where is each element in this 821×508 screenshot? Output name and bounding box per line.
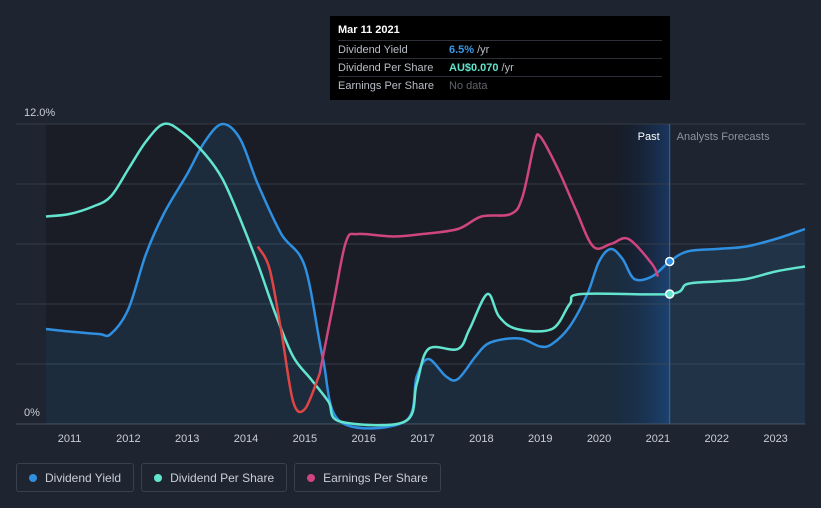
tooltip-date: Mar 11 2021 bbox=[338, 24, 400, 36]
grid bbox=[16, 123, 805, 425]
x-axis-ticks: 2011 2012 2013 2014 2015 2016 2017 2018 2019 2020… bbox=[58, 433, 788, 445]
tooltip-row-dividend-yield: Dividend Yield 6.5% /yr bbox=[338, 40, 662, 58]
legend-label: Dividend Yield bbox=[45, 470, 122, 485]
tooltip-unit: /yr bbox=[501, 61, 514, 74]
analysts-forecasts-label: Analysts Forecasts bbox=[677, 131, 770, 143]
past-highlight-band bbox=[610, 124, 670, 424]
tooltip-value: No data bbox=[449, 79, 488, 92]
x-tick-label: 2021 bbox=[646, 433, 670, 445]
tooltip: Mar 11 2021 Dividend Yield 6.5% /yr Divi… bbox=[330, 16, 670, 100]
tooltip-label: Earnings Per Share bbox=[338, 79, 434, 92]
legend-label: Dividend Per Share bbox=[170, 470, 275, 485]
earnings-per-share-line-early bbox=[256, 245, 321, 414]
tooltip-unit: /yr bbox=[477, 43, 490, 56]
tooltip-row-earnings-per-share: Earnings Per Share No data bbox=[338, 76, 662, 94]
dividend-yield-dot-icon bbox=[29, 473, 37, 482]
series-lines bbox=[45, 122, 806, 430]
x-tick-label: 2014 bbox=[234, 433, 258, 445]
markers[interactable] bbox=[664, 256, 675, 299]
past-background bbox=[46, 124, 670, 424]
x-tick-label: 2012 bbox=[116, 433, 140, 445]
legend: Dividend Yield Dividend Per Share Earnin… bbox=[16, 463, 441, 492]
tooltip-label: Dividend Yield bbox=[338, 43, 408, 56]
earnings-per-share-dot-icon bbox=[307, 473, 316, 482]
tooltip-label: Dividend Per Share bbox=[338, 61, 434, 74]
legend-item-earnings-per-share[interactable]: Earnings Per Share bbox=[294, 463, 441, 492]
x-tick-label: 2017 bbox=[410, 433, 434, 445]
x-tick-label: 2023 bbox=[763, 433, 787, 445]
x-tick-label: 2015 bbox=[293, 433, 317, 445]
y-axis-bottom-label: 0% bbox=[24, 407, 40, 419]
dividend-yield-marker[interactable] bbox=[664, 256, 675, 267]
x-tick-label: 2019 bbox=[528, 433, 552, 445]
area-fills bbox=[46, 123, 805, 429]
legend-item-dividend-per-share[interactable]: Dividend Per Share bbox=[141, 463, 288, 492]
x-tick-label: 2018 bbox=[469, 433, 493, 445]
dividend-yield-area bbox=[46, 123, 805, 429]
x-tick-label: 2020 bbox=[587, 433, 611, 445]
dividend-per-share-line bbox=[45, 122, 806, 427]
tooltip-value: AU$0.070 bbox=[449, 61, 499, 74]
legend-item-dividend-yield[interactable]: Dividend Yield bbox=[16, 463, 135, 492]
past-label: Past bbox=[638, 131, 660, 143]
dividend-chart: 12.0% 0% Past Analysts Forecasts 2011 201… bbox=[16, 107, 806, 445]
x-tick-label: 2011 bbox=[58, 433, 82, 445]
earnings-per-share-line bbox=[318, 133, 660, 375]
x-tick-label: 2013 bbox=[175, 433, 199, 445]
legend-label: Earnings Per Share bbox=[323, 470, 428, 485]
dividend-per-share-marker[interactable] bbox=[664, 289, 675, 299]
x-tick-label: 2016 bbox=[351, 433, 375, 445]
y-axis-top-label: 12.0% bbox=[24, 107, 55, 119]
tooltip-value: 6.5% bbox=[449, 43, 475, 56]
tooltip-row-dividend-per-share: Dividend Per Share AU$0.070 /yr bbox=[338, 58, 662, 76]
dividend-per-share-dot-icon bbox=[154, 473, 163, 482]
dividend-yield-line bbox=[45, 122, 806, 430]
x-tick-label: 2022 bbox=[705, 433, 729, 445]
